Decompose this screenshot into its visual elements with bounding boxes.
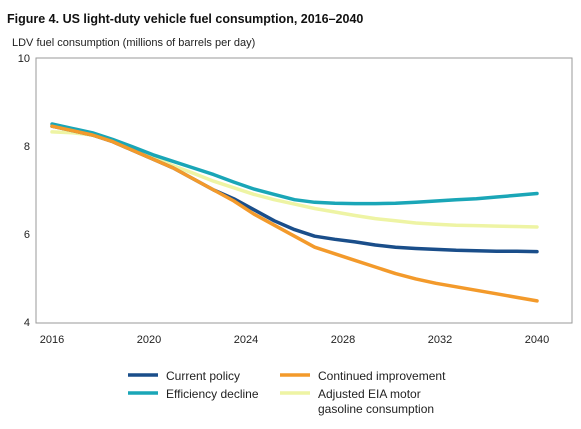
series-line-efficiency-decline [50, 122, 539, 206]
x-tick-label-2040: 2040 [525, 334, 549, 346]
legend: Current policy Continued improvement Eff… [128, 369, 446, 416]
legend-label-current-policy: Current policy [166, 369, 240, 383]
series-group [50, 122, 539, 303]
chart-title: Figure 4. US light-duty vehicle fuel con… [7, 12, 363, 26]
y-tick-label-4: 4 [24, 317, 30, 329]
x-tick-label-2032: 2032 [428, 334, 452, 346]
x-ticks: 2016 2020 2024 2028 2032 2040 [40, 334, 549, 346]
y-tick-label-10: 10 [18, 53, 30, 65]
legend-label-continued-improvement: Continued improvement [318, 369, 446, 383]
plot-frame [35, 57, 573, 324]
y-tick-label-8: 8 [24, 141, 30, 153]
y-ticks: 10 8 6 4 [18, 53, 30, 329]
legend-label-adjusted-eia-line1: Adjusted EIA motor [318, 387, 421, 401]
y-tick-label-6: 6 [24, 229, 30, 241]
legend-label-adjusted-eia-line2: gasoline consumption [318, 402, 434, 416]
x-tick-label-2016: 2016 [40, 334, 64, 346]
x-tick-label-2024: 2024 [234, 334, 258, 346]
legend-label-efficiency-decline: Efficiency decline [166, 387, 259, 401]
x-tick-label-2020: 2020 [137, 334, 161, 346]
y-axis-label: LDV fuel consumption (millions of barrel… [12, 37, 255, 49]
x-tick-label-2028: 2028 [331, 334, 355, 346]
series-line-continued-improvement [50, 124, 539, 303]
